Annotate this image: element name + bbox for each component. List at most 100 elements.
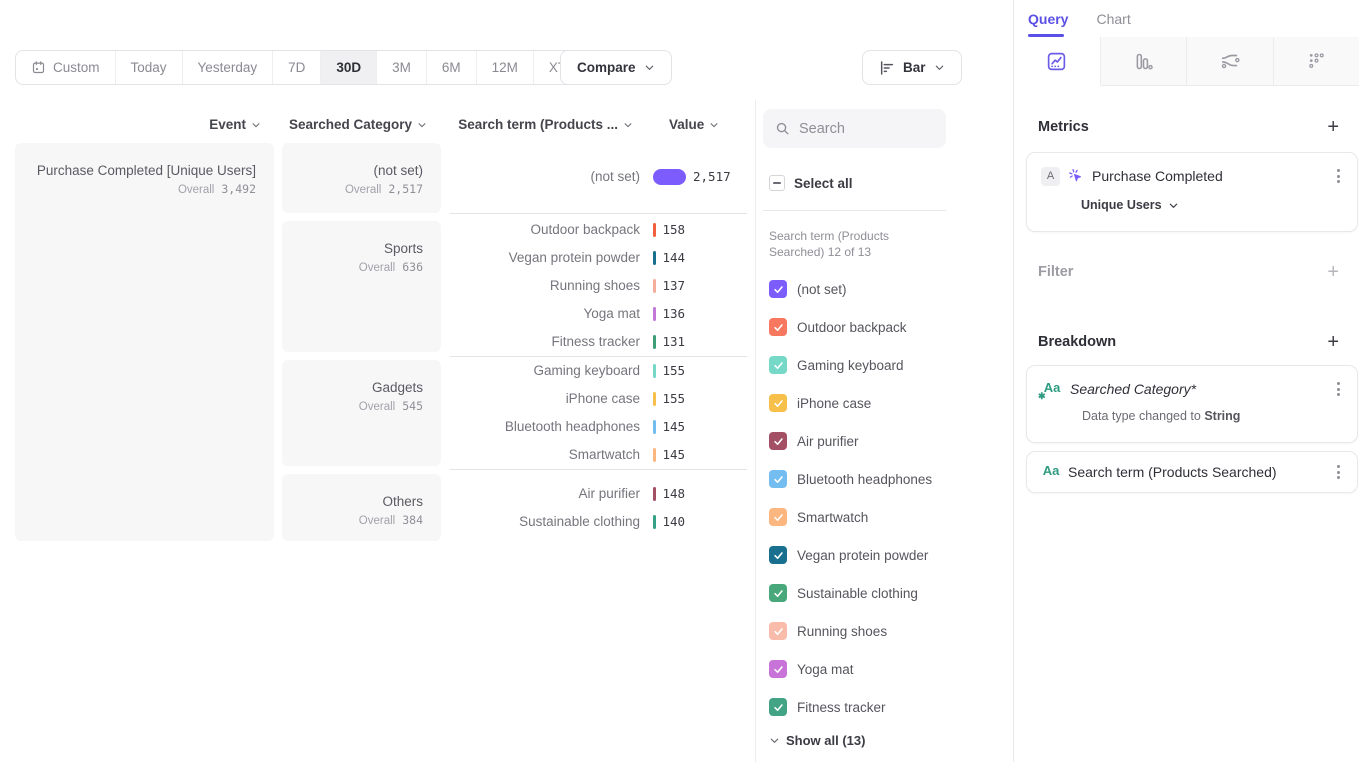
measure-selector[interactable]: Unique Users [1027, 186, 1357, 212]
date-range-custom[interactable]: Custom [16, 51, 116, 84]
overall-label: Overall [359, 401, 395, 413]
legend-checkbox[interactable] [769, 432, 787, 450]
value-bar[interactable] [653, 307, 656, 321]
value-bar[interactable] [653, 169, 686, 185]
legend-item-row[interactable]: Running shoes [769, 621, 887, 641]
value-label: 144 [663, 244, 686, 272]
category-card[interactable]: OthersOverall384 [282, 474, 441, 541]
chevron-down-icon [934, 62, 945, 73]
value-bar[interactable] [653, 420, 656, 434]
legend-checkbox[interactable] [769, 698, 787, 716]
date-range-3m[interactable]: 3M [377, 51, 427, 84]
legend-item-row[interactable]: Vegan protein powder [769, 545, 928, 565]
column-header-event[interactable]: Event [15, 117, 261, 132]
add-filter-button[interactable]: + [1327, 262, 1339, 282]
breakdown-card-search-term[interactable]: Aa Search term (Products Searched) [1026, 451, 1358, 493]
group-separator [450, 213, 747, 214]
chart-type-selector[interactable]: Bar [862, 50, 962, 85]
value-bar[interactable] [653, 392, 656, 406]
tab-funnels[interactable] [1101, 37, 1188, 86]
chevron-down-icon [623, 120, 633, 130]
legend-item-row[interactable]: (not set) [769, 279, 847, 299]
checkmark-icon [773, 664, 784, 675]
legend-search[interactable] [763, 109, 946, 148]
compare-button[interactable]: Compare [560, 50, 672, 85]
legend-divider [763, 210, 946, 211]
metric-event-name: Purchase Completed [1092, 168, 1327, 184]
show-all-button[interactable]: Show all (13) [769, 733, 865, 748]
tab-query[interactable]: Query [1028, 11, 1068, 27]
date-range-6m[interactable]: 6M [427, 51, 477, 84]
legend-checkbox[interactable] [769, 394, 787, 412]
event-card[interactable]: Purchase Completed [Unique Users] Overal… [15, 143, 274, 541]
date-range-30d[interactable]: 30D [321, 51, 377, 84]
legend-checkbox[interactable] [769, 546, 787, 564]
legend-item-row[interactable]: Gaming keyboard [769, 355, 904, 375]
tab-flows[interactable] [1187, 37, 1274, 86]
date-range-today[interactable]: Today [116, 51, 183, 84]
value-bar[interactable] [653, 251, 656, 265]
legend-item-row[interactable]: Sustainable clothing [769, 583, 918, 603]
category-name: (not set) [282, 162, 423, 179]
legend-checkbox[interactable] [769, 508, 787, 526]
value-bar[interactable] [653, 223, 656, 237]
column-header-search-term[interactable]: Search term (Products ... [448, 117, 633, 132]
value-label: 140 [663, 508, 686, 536]
legend-item-row[interactable]: iPhone case [769, 393, 871, 413]
tab-insights[interactable] [1014, 37, 1101, 86]
legend-item-row[interactable]: Smartwatch [769, 507, 868, 527]
select-all-row[interactable]: Select all [769, 175, 853, 191]
legend-checkbox[interactable] [769, 356, 787, 374]
legend-item-label: Sustainable clothing [797, 586, 918, 601]
category-card[interactable]: (not set)Overall2,517 [282, 143, 441, 213]
date-range-7d[interactable]: 7D [273, 51, 321, 84]
value-bar[interactable] [653, 448, 656, 462]
event-name: Purchase Completed [Unique Users] [15, 162, 256, 179]
filter-title: Filter [1038, 264, 1073, 280]
legend-checkbox[interactable] [769, 622, 787, 640]
search-term-label: Fitness tracker [450, 328, 640, 356]
legend-item-row[interactable]: Yoga mat [769, 659, 854, 679]
string-property-icon: Aa✱ [1041, 380, 1063, 398]
value-bar[interactable] [653, 335, 656, 349]
date-range-yesterday[interactable]: Yesterday [183, 51, 274, 84]
metric-card[interactable]: A Purchase Completed Unique Users [1026, 152, 1358, 232]
report-type-tabs [1014, 37, 1359, 86]
legend-item-row[interactable]: Outdoor backpack [769, 317, 907, 337]
search-term-label: Vegan protein powder [450, 244, 640, 272]
tab-retention[interactable] [1274, 37, 1359, 86]
category-card[interactable]: SportsOverall636 [282, 221, 441, 352]
legend-search-input[interactable] [799, 121, 929, 137]
breakdown-property-name: Search term (Products Searched) [1068, 464, 1327, 480]
legend-checkbox[interactable] [769, 470, 787, 488]
compare-label: Compare [577, 60, 636, 75]
value-label: 136 [663, 300, 686, 328]
legend-item-row[interactable]: Fitness tracker [769, 697, 886, 717]
value-bar[interactable] [653, 515, 656, 529]
column-header-category[interactable]: Searched Category [282, 117, 427, 132]
legend-checkbox[interactable] [769, 280, 787, 298]
legend-item-label: Gaming keyboard [797, 358, 904, 373]
value-bar[interactable] [653, 487, 656, 501]
legend-item-row[interactable]: Air purifier [769, 431, 859, 451]
breakdown-menu-button[interactable] [1334, 379, 1343, 399]
date-range-12m[interactable]: 12M [477, 51, 534, 84]
breakdown-menu-button[interactable] [1334, 462, 1343, 482]
category-card[interactable]: GadgetsOverall545 [282, 360, 441, 466]
select-all-checkbox[interactable] [769, 175, 785, 191]
metric-menu-button[interactable] [1334, 166, 1343, 186]
value-bar[interactable] [653, 364, 656, 378]
legend-checkbox[interactable] [769, 660, 787, 678]
add-metric-button[interactable]: + [1327, 117, 1339, 137]
legend-checkbox[interactable] [769, 318, 787, 336]
retention-icon [1306, 51, 1327, 72]
tab-chart[interactable]: Chart [1096, 11, 1130, 27]
legend-item-row[interactable]: Bluetooth headphones [769, 469, 932, 489]
column-header-value[interactable]: Value [669, 117, 739, 132]
value-bar[interactable] [653, 279, 656, 293]
legend-checkbox[interactable] [769, 584, 787, 602]
category-name: Others [282, 493, 423, 510]
chevron-down-icon [417, 120, 427, 130]
add-breakdown-button[interactable]: + [1327, 332, 1339, 352]
breakdown-card-searched-category[interactable]: Aa✱ Searched Category* Data type changed… [1026, 365, 1358, 443]
